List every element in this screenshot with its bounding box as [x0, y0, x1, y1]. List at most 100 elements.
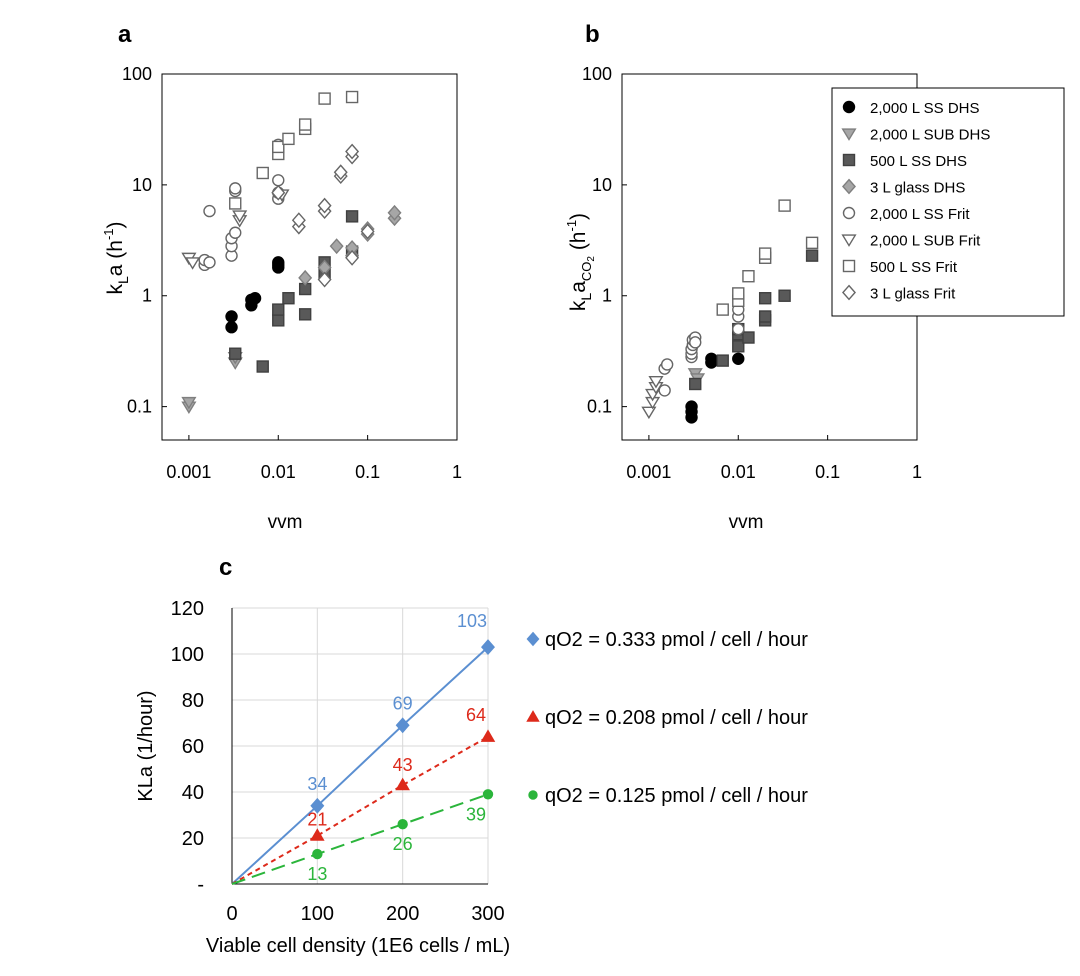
panel-b-ytick-label: 0.1 — [587, 397, 612, 417]
panel-b-ytick-label: 1 — [602, 286, 612, 306]
panel-c-legend-marker-blue — [526, 631, 540, 647]
panel-b-point — [658, 384, 671, 397]
panel-a-y-label-k: k — [104, 284, 127, 295]
panel-a-y-label-sub: L — [115, 276, 131, 284]
panel-a-ytick-label: 10 — [132, 175, 152, 195]
panel-b-point — [689, 336, 702, 349]
panel-a-point — [181, 396, 197, 410]
panel-c-point-blue — [310, 797, 325, 814]
panel-a-point — [291, 212, 306, 229]
legend-label: 2,000 L SS DHS — [870, 100, 980, 117]
legend-marker — [842, 284, 856, 301]
panel-c-ytick-label: 120 — [171, 598, 204, 620]
legend-marker — [842, 100, 856, 114]
panel-a-point — [387, 204, 402, 221]
panel-a-point — [282, 292, 295, 305]
panel-c-xtick-label: 300 — [471, 903, 504, 925]
panel-c-data-label-blue: 34 — [307, 774, 327, 794]
panel-a-point — [345, 143, 360, 160]
legend-label: 3 L glass DHS — [870, 180, 965, 197]
panel-b-y-label-end: ) — [567, 213, 590, 220]
panel-c-data-label-red: 43 — [393, 755, 413, 775]
panel-c-point-red — [480, 729, 496, 742]
panel-a-point — [203, 256, 216, 269]
legend-label: 500 L SS DHS — [870, 153, 967, 170]
panel-b-x-label: vvm — [729, 512, 764, 533]
panel-a-point — [271, 184, 286, 201]
legend-box — [831, 87, 1065, 317]
panel-a-point — [229, 182, 242, 195]
panel-a-point — [345, 249, 360, 266]
legend-label: 2,000 L SS Frit — [870, 206, 970, 223]
panel-c-ticks: 0 100 200 300 - 20 40 60 80 100 120 — [171, 598, 505, 925]
panel-c-point-green — [397, 819, 408, 830]
panel-a: a vvm kLa (h-1) 0.001 0.01 0.1 1 0.1 1 10 100 — [101, 21, 462, 533]
panel-a-point — [298, 269, 313, 286]
panel-c-data-label-red: 64 — [466, 705, 486, 725]
panel-c-xtick-label: 200 — [386, 903, 419, 925]
panel-a-point — [229, 226, 242, 239]
panel-c-legend-label-blue: qO2 = 0.333 pmol / cell / hour — [545, 629, 808, 651]
panel-b-point — [758, 292, 772, 305]
panel-b-point — [742, 331, 755, 344]
panel-c-data-label-green: 13 — [307, 864, 327, 884]
panel-b-legend: 2,000 L SS DHS 2,000 L SUB DHS 500 L SS DH… — [831, 87, 1065, 317]
panel-c-line-red — [231, 735, 489, 885]
panel-a-letter: a — [118, 21, 132, 48]
panel-c-grid — [232, 607, 489, 884]
panel-a-point — [225, 310, 238, 323]
panel-c-legend-label-red: qO2 = 0.208 pmol / cell / hour — [545, 707, 808, 729]
panel-b-point — [716, 354, 729, 367]
panel-b-y-label-co: CO — [579, 262, 594, 282]
panel-b-xtick-label: 0.01 — [721, 462, 756, 482]
legend-marker — [842, 153, 856, 167]
panel-c-ytick-label: 40 — [182, 782, 204, 804]
panel-a-point — [232, 210, 248, 223]
panel-b-letter: b — [585, 21, 600, 48]
panel-c-ytick-label: 80 — [182, 690, 204, 712]
panel-c-data-label-green: 39 — [466, 804, 486, 824]
panel-b-y-label: kLaCO2 (h-1) — [564, 213, 597, 311]
panel-a-point — [248, 292, 262, 305]
panel-b-y-label-sup: -1 — [564, 220, 579, 232]
legend-marker — [842, 206, 856, 220]
panel-a-point — [272, 258, 285, 272]
panel-a-point — [345, 90, 359, 104]
panel-a-y-label-sup: -1 — [101, 228, 116, 240]
panel-a-point — [203, 204, 216, 218]
panel-b-point — [758, 247, 772, 260]
panel-a-point — [229, 197, 242, 210]
panel-c: c Viable cell density (1E6 cells / mL) K… — [135, 554, 808, 957]
panel-c-x-label: Viable cell density (1E6 cells / mL) — [206, 935, 510, 957]
panel-c-ytick-label: 100 — [171, 644, 204, 666]
panel-b-y-label-paren: (h — [567, 232, 590, 257]
panel-a-point — [282, 132, 295, 146]
panel-a-point — [272, 140, 285, 154]
panel-b-point — [732, 352, 745, 365]
panel-a-point — [185, 257, 201, 270]
panel-a-y-label-rest: a (h — [104, 240, 127, 276]
panel-a-xtick-label: 0.001 — [166, 462, 211, 482]
panel-b-xtick-label: 0.001 — [626, 462, 671, 482]
panel-c-legend: qO2 = 0.333 pmol / cell / hour qO2 = 0.20… — [526, 629, 808, 807]
panel-b-point — [641, 406, 657, 420]
legend-marker — [841, 234, 857, 247]
panel-b-point — [805, 249, 819, 262]
panel-b-point — [758, 310, 772, 323]
panel-b-point — [660, 358, 674, 371]
panel-c-ytick-label: - — [197, 874, 204, 896]
panel-a-point — [256, 360, 269, 373]
panel-a-point — [329, 238, 344, 255]
panel-a-ytick-label: 0.1 — [127, 397, 152, 417]
panel-a-point — [229, 347, 242, 360]
panel-a-point — [298, 308, 312, 321]
panel-c-point-blue — [395, 717, 410, 734]
panel-c-ytick-label: 60 — [182, 736, 204, 758]
panel-a-markers — [181, 90, 402, 415]
panel-a-point — [272, 314, 285, 327]
panel-c-point-blue — [481, 639, 495, 656]
panel-c-line-blue — [231, 646, 489, 885]
panel-a-y-label: kLa (h-1) — [101, 221, 131, 294]
legend-label: 2,000 L SUB DHS — [870, 127, 990, 144]
panel-a-xtick-label: 0.01 — [261, 462, 296, 482]
